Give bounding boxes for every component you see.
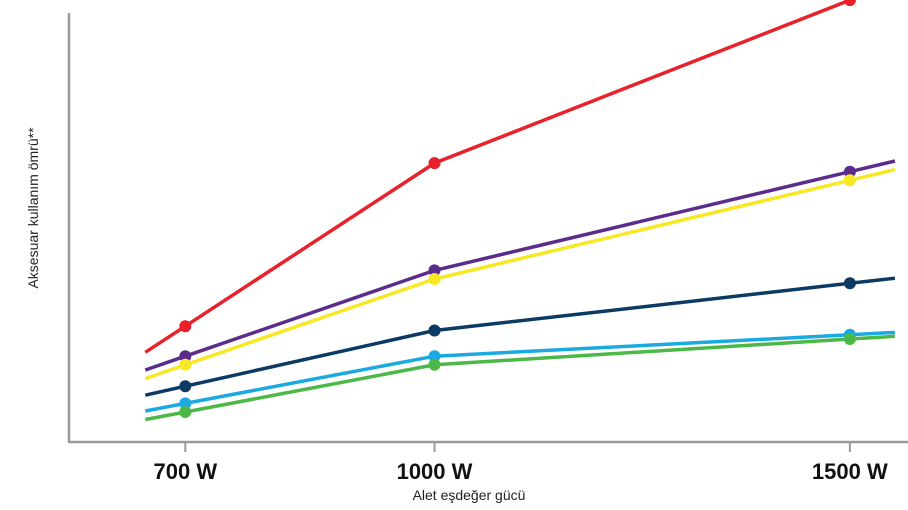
x-tick-label: 700 W — [154, 459, 218, 484]
series-line-3 — [144, 167, 896, 381]
data-point-series-6-3 — [843, 333, 856, 345]
data-point-series-2-1 — [179, 350, 192, 363]
data-point-series-5-2 — [428, 350, 441, 363]
data-point-series-3-3 — [843, 174, 856, 187]
data-point-series-1-3 — [843, 0, 856, 7]
series-group — [144, 0, 896, 422]
series-line-6 — [144, 334, 896, 422]
x-tick-label: 1000 W — [397, 459, 473, 484]
x-tick-label: 1500 W — [812, 459, 888, 484]
data-point-series-4-1 — [179, 380, 192, 393]
data-point-series-4-3 — [843, 277, 856, 290]
data-point-series-4-2 — [428, 324, 441, 337]
data-point-series-5-1 — [179, 397, 192, 410]
data-point-series-2-3 — [843, 165, 856, 178]
x-axis-title: Alet eşdeğer gücü — [413, 487, 526, 503]
series-line-1 — [144, 0, 855, 354]
data-point-series-1-2 — [428, 157, 441, 170]
data-point-series-3-2 — [428, 273, 441, 285]
x-ticks: 700 W 1000 W 1500 W — [154, 442, 888, 484]
data-point-series-3-1 — [179, 358, 192, 371]
data-point-series-2-2 — [428, 264, 441, 277]
y-axis-title: Aksesuar kullanım ömrü** — [25, 127, 41, 289]
data-point-series-6-1 — [179, 406, 192, 418]
data-point-series-1-1 — [179, 320, 192, 333]
data-point-series-6-2 — [428, 358, 441, 371]
